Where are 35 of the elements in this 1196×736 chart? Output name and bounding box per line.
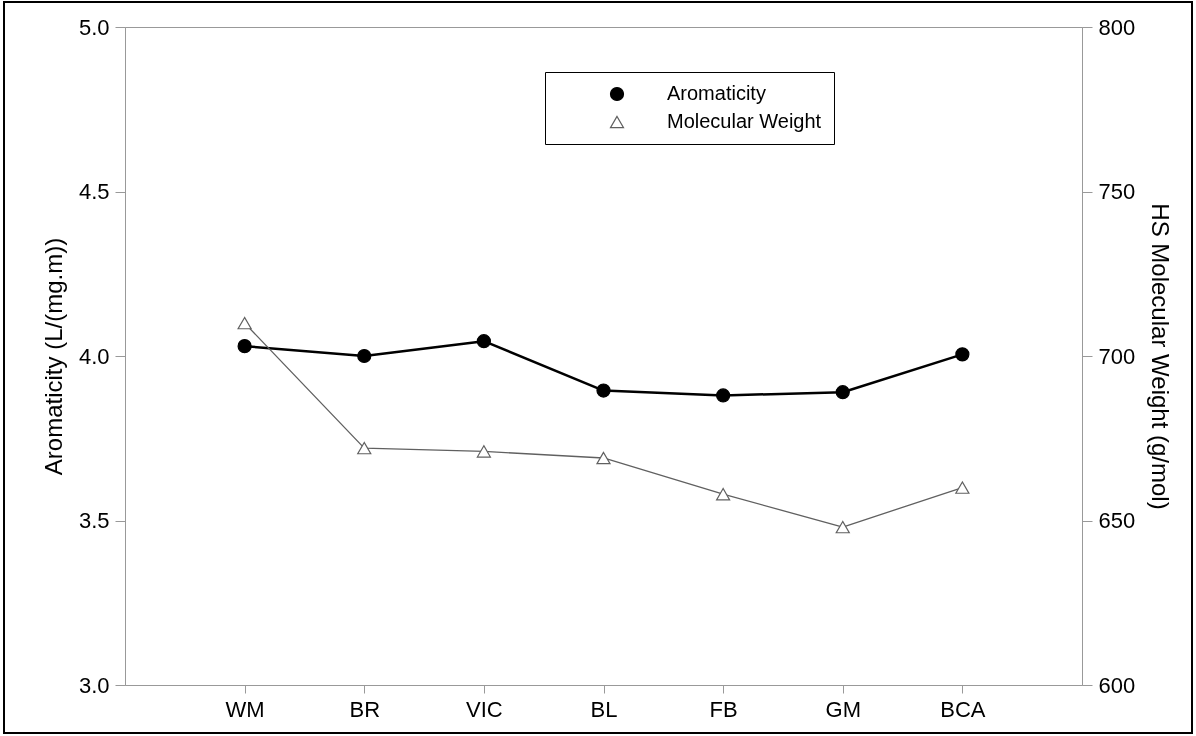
legend-label: Molecular Weight [667,110,822,132]
point [357,441,372,455]
y2-tick-label: 750 [1098,179,1136,204]
legend-label: Aromaticity [667,82,766,104]
y-tick-label: 3.0 [78,672,110,698]
point [476,445,491,458]
point [835,385,850,400]
y2-tick-label: 650 [1098,508,1136,533]
point [237,316,252,330]
point [716,487,731,501]
y-tick-label: 4.0 [78,343,110,369]
y-tick-label: 3.5 [78,508,110,533]
x-tick-label: BR [349,696,381,722]
y2-tick-label: 800 [1098,14,1136,40]
x-tick-label: FB [709,696,738,722]
x-tick-label: BCA [940,696,986,722]
x-tick-label: VIC [466,696,503,722]
point [955,347,970,362]
y2-axis-title: HS Molecular Weight (g/mol) [1147,203,1175,510]
point [835,520,850,534]
point [237,339,252,354]
y2-tick-label: 600 [1098,672,1136,698]
point [596,451,611,465]
point [716,388,731,403]
y-axis-title: Aromaticity (L/(mg.m)) [39,237,67,476]
y-tick-label: 4.5 [78,179,110,204]
point [357,348,372,364]
point [955,481,970,494]
point [596,383,611,398]
y2-tick-label: 700 [1098,343,1136,369]
x-tick-label: WM [225,696,265,722]
point [476,334,491,349]
y-tick-label: 5.0 [78,14,110,40]
x-tick-label: GM [825,696,861,722]
x-tick-label: BL [590,696,618,722]
